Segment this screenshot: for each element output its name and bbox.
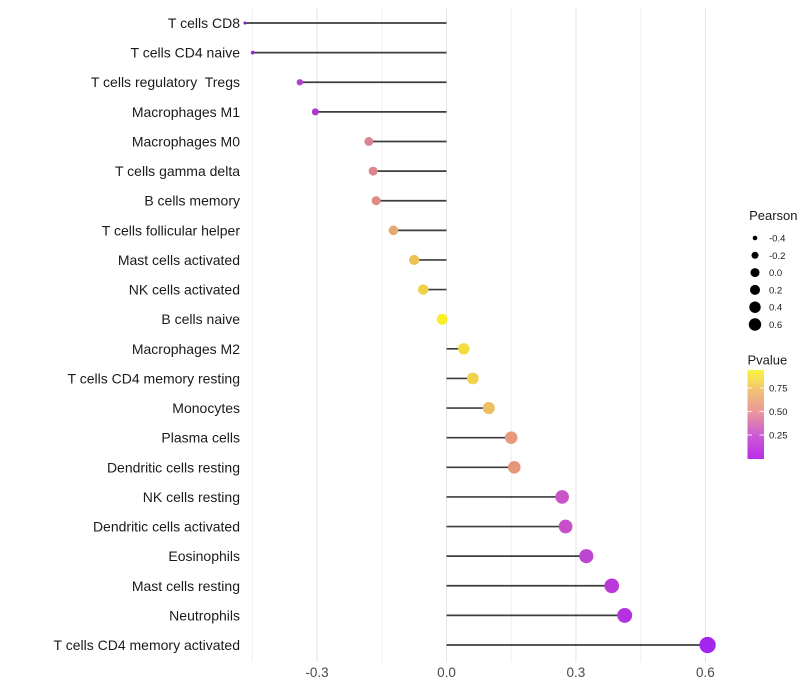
pearson-legend-dot [752, 235, 758, 241]
x-tick-label: 0.0 [437, 665, 456, 680]
category-label: Eosinophils [168, 548, 240, 564]
pearson-legend-dot [750, 284, 760, 295]
data-point [558, 519, 573, 534]
pvalue-legend-title: Pvalue [748, 353, 788, 368]
data-point [617, 607, 633, 623]
category-label: Plasma cells [161, 430, 240, 446]
data-point [364, 137, 374, 146]
data-point [409, 254, 420, 266]
data-point [243, 21, 247, 25]
pearson-legend-dot [751, 251, 759, 259]
data-point [555, 490, 569, 504]
data-point [311, 108, 319, 116]
category-label: NK cells resting [143, 489, 240, 505]
category-label: Mast cells resting [132, 578, 240, 594]
data-point [604, 578, 620, 594]
data-point [458, 343, 470, 355]
category-label: NK cells activated [129, 282, 240, 298]
category-label: Macrophages M1 [132, 104, 240, 120]
pvalue-legend-label: 0.25 [769, 430, 788, 441]
x-tick-label: -0.3 [305, 665, 328, 680]
category-label: B cells memory [144, 193, 240, 209]
pearson-legend-title: Pearson [749, 208, 797, 223]
data-point [417, 284, 429, 295]
category-label: T cells regulatory Tregs [91, 74, 240, 90]
category-label: Neutrophils [169, 607, 240, 623]
category-label: Mast cells activated [118, 252, 240, 268]
category-label: B cells naive [161, 311, 240, 327]
category-label: T cells gamma delta [115, 163, 240, 179]
category-label: Dendritic cells resting [107, 459, 240, 475]
pearson-legend-label: -0.2 [769, 251, 785, 262]
data-point [388, 225, 399, 236]
data-point [699, 636, 716, 654]
pvalue-legend-label: 0.75 [769, 383, 788, 394]
pvalue-gradient-bar [747, 370, 764, 459]
data-point [371, 196, 381, 206]
data-point [482, 402, 495, 415]
pearson-legend-label: -0.4 [769, 234, 785, 245]
category-label: Dendritic cells activated [93, 519, 240, 535]
category-label: T cells CD4 naive [131, 45, 241, 61]
pearson-legend-dot [748, 318, 762, 331]
category-label: T cells CD4 memory activated [54, 637, 240, 653]
category-label: Macrophages M2 [132, 341, 240, 357]
data-point [466, 372, 479, 385]
data-point [250, 50, 255, 55]
x-tick-label: 0.3 [567, 665, 586, 680]
pearson-legend-label: 0.6 [769, 320, 782, 331]
pvalue-legend-label: 0.50 [769, 407, 788, 418]
category-label: T cells CD8 [168, 15, 240, 31]
data-point [296, 79, 303, 86]
category-label: Macrophages M0 [132, 133, 240, 149]
data-point [579, 549, 594, 564]
pearson-legend-dot [750, 268, 760, 278]
data-point [507, 460, 521, 474]
category-label: T cells follicular helper [102, 222, 241, 238]
pearson-legend-label: 0.4 [769, 303, 782, 314]
data-point [436, 313, 448, 325]
category-label: Monocytes [172, 400, 240, 416]
data-point [504, 431, 518, 444]
x-tick-label: 0.6 [696, 665, 715, 680]
pearson-legend-label: 0.0 [769, 268, 782, 279]
category-label: T cells CD4 memory resting [68, 370, 240, 386]
pearson-legend-dot [749, 301, 761, 313]
pearson-legend-label: 0.2 [769, 285, 782, 296]
data-point [368, 166, 378, 176]
